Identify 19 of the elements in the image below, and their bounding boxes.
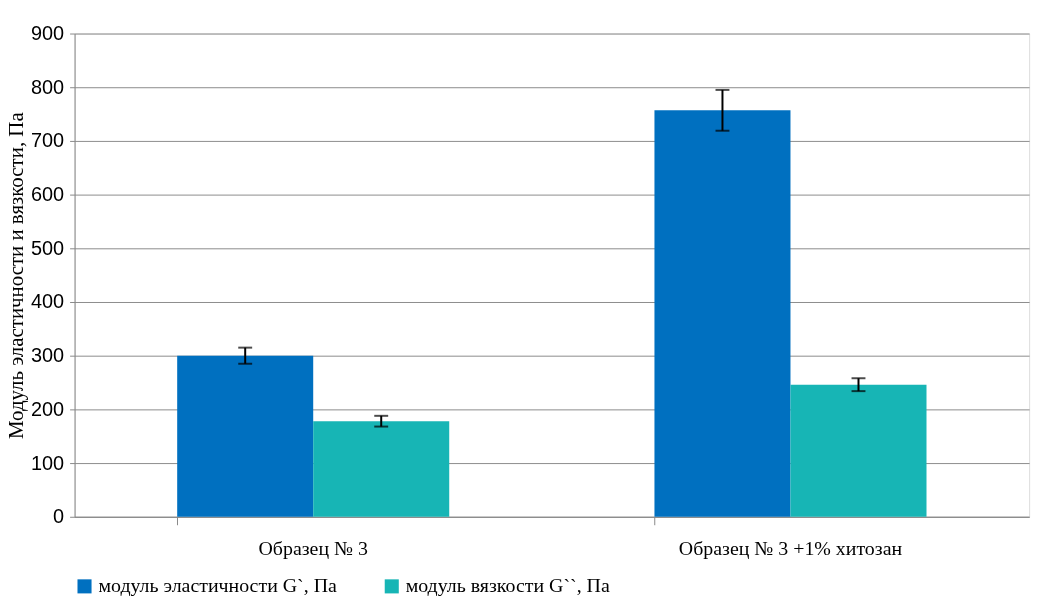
y-tick-label: 600 (30, 183, 65, 206)
y-tick-label: 900 (30, 22, 65, 44)
x-tick-label: Образец № 3 (258, 537, 368, 560)
y-tick-label: 700 (30, 129, 65, 152)
y-tick-label: 100 (30, 451, 65, 474)
y-tick-label: 200 (30, 397, 65, 420)
legend-label: модуль эластичности G`, Па (98, 574, 337, 597)
y-tick-label: 300 (30, 344, 65, 367)
bar (654, 110, 791, 517)
x-tick-label: Образец № 3 +1% хитозан (678, 537, 903, 560)
bar (313, 421, 450, 517)
y-tick-label: 800 (30, 75, 65, 98)
y-tick-label: 400 (30, 290, 65, 313)
y-tick-label: 500 (30, 236, 65, 259)
y-tick-label: 0 (53, 505, 65, 528)
bar (790, 384, 927, 517)
bar (177, 355, 314, 517)
y-axis-title: Модуль эластичности и вязкости, Па (4, 112, 28, 439)
legend-label: модуль вязкости G``, Па (405, 574, 610, 597)
